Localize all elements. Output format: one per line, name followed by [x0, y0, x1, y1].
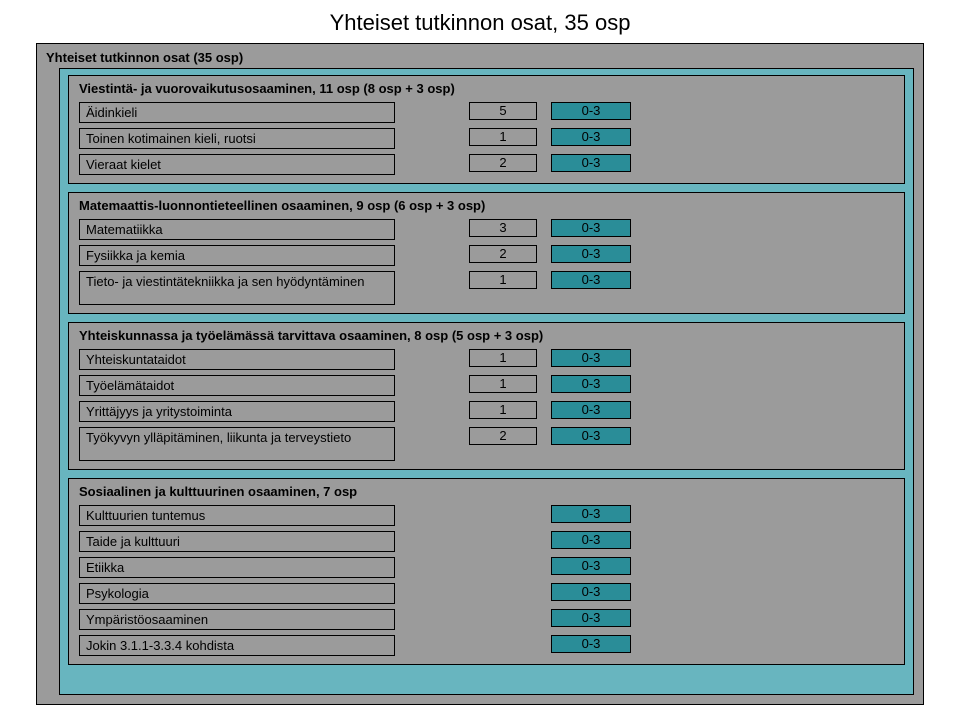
course-row: Ympäristöosaaminen 0-3 [79, 609, 896, 630]
course-name-cell: Yrittäjyys ja yritystoiminta [79, 401, 395, 422]
range-cell: 0-3 [551, 375, 631, 393]
range-cell: 0-3 [551, 635, 631, 653]
course-row: Äidinkieli 5 0-3 [79, 102, 896, 123]
credits-cell: 2 [469, 427, 537, 445]
course-row: Taide ja kulttuuri 0-3 [79, 531, 896, 552]
course-row: Matematiikka 3 0-3 [79, 219, 896, 240]
inner-frame: Viestintä- ja vuorovaikutusosaaminen, 11… [59, 68, 914, 695]
course-row: Psykologia 0-3 [79, 583, 896, 604]
course-row: Jokin 3.1.1-3.3.4 kohdista 0-3 [79, 635, 896, 656]
credits-spacer [469, 583, 537, 601]
outer-frame: Yhteiset tutkinnon osat (35 osp) Viestin… [36, 43, 924, 705]
range-cell: 0-3 [551, 531, 631, 549]
credits-cell: 1 [469, 349, 537, 367]
course-name-cell: Matematiikka [79, 219, 395, 240]
credits-cell: 2 [469, 245, 537, 263]
course-name-cell: Ympäristöosaaminen [79, 609, 395, 630]
course-row: Yrittäjyys ja yritystoiminta 1 0-3 [79, 401, 896, 422]
section: Yhteiskunnassa ja työelämässä tarvittava… [68, 322, 905, 470]
course-name-cell: Etiikka [79, 557, 395, 578]
range-cell: 0-3 [551, 271, 631, 289]
range-cell: 0-3 [551, 128, 631, 146]
course-row: Yhteiskuntataidot 1 0-3 [79, 349, 896, 370]
course-row: Työelämätaidot 1 0-3 [79, 375, 896, 396]
range-cell: 0-3 [551, 154, 631, 172]
course-row: Työkyvyn ylläpitäminen, liikunta ja terv… [79, 427, 896, 461]
course-name-cell: Fysiikka ja kemia [79, 245, 395, 266]
outer-frame-title: Yhteiset tutkinnon osat (35 osp) [46, 50, 243, 65]
credits-cell: 5 [469, 102, 537, 120]
course-name-cell: Työelämätaidot [79, 375, 395, 396]
course-name-cell: Toinen kotimainen kieli, ruotsi [79, 128, 395, 149]
course-row: Etiikka 0-3 [79, 557, 896, 578]
credits-cell: 1 [469, 375, 537, 393]
range-cell: 0-3 [551, 219, 631, 237]
section-title: Yhteiskunnassa ja työelämässä tarvittava… [79, 328, 896, 343]
course-row: Tieto- ja viestintätekniikka ja sen hyöd… [79, 271, 896, 305]
course-name-cell: Taide ja kulttuuri [79, 531, 395, 552]
section: Matemaattis-luonnontieteellinen osaamine… [68, 192, 905, 314]
range-cell: 0-3 [551, 609, 631, 627]
section: Sosiaalinen ja kulttuurinen osaaminen, 7… [68, 478, 905, 665]
credits-spacer [469, 557, 537, 575]
course-name-cell: Vieraat kielet [79, 154, 395, 175]
page-title: Yhteiset tutkinnon osat, 35 osp [0, 10, 960, 36]
range-cell: 0-3 [551, 401, 631, 419]
course-name-cell: Psykologia [79, 583, 395, 604]
credits-cell: 1 [469, 271, 537, 289]
course-row: Toinen kotimainen kieli, ruotsi 1 0-3 [79, 128, 896, 149]
course-name-cell: Kulttuurien tuntemus [79, 505, 395, 526]
credits-spacer [469, 609, 537, 627]
course-name-cell: Työkyvyn ylläpitäminen, liikunta ja terv… [79, 427, 395, 461]
course-name-cell: Yhteiskuntataidot [79, 349, 395, 370]
course-row: Kulttuurien tuntemus 0-3 [79, 505, 896, 526]
credits-spacer [469, 531, 537, 549]
range-cell: 0-3 [551, 245, 631, 263]
range-cell: 0-3 [551, 349, 631, 367]
range-cell: 0-3 [551, 102, 631, 120]
course-name-cell: Tieto- ja viestintätekniikka ja sen hyöd… [79, 271, 395, 305]
section-title: Matemaattis-luonnontieteellinen osaamine… [79, 198, 896, 213]
credits-cell: 2 [469, 154, 537, 172]
section-title: Viestintä- ja vuorovaikutusosaaminen, 11… [79, 81, 896, 96]
credits-cell: 3 [469, 219, 537, 237]
range-cell: 0-3 [551, 505, 631, 523]
range-cell: 0-3 [551, 583, 631, 601]
credits-spacer [469, 635, 537, 653]
canvas: Yhteiset tutkinnon osat, 35 osp Yhteiset… [0, 0, 960, 720]
course-row: Fysiikka ja kemia 2 0-3 [79, 245, 896, 266]
course-name-cell: Jokin 3.1.1-3.3.4 kohdista [79, 635, 395, 656]
credits-spacer [469, 505, 537, 523]
range-cell: 0-3 [551, 557, 631, 575]
range-cell: 0-3 [551, 427, 631, 445]
course-row: Vieraat kielet 2 0-3 [79, 154, 896, 175]
section-title: Sosiaalinen ja kulttuurinen osaaminen, 7… [79, 484, 896, 499]
credits-cell: 1 [469, 128, 537, 146]
section: Viestintä- ja vuorovaikutusosaaminen, 11… [68, 75, 905, 184]
credits-cell: 1 [469, 401, 537, 419]
course-name-cell: Äidinkieli [79, 102, 395, 123]
